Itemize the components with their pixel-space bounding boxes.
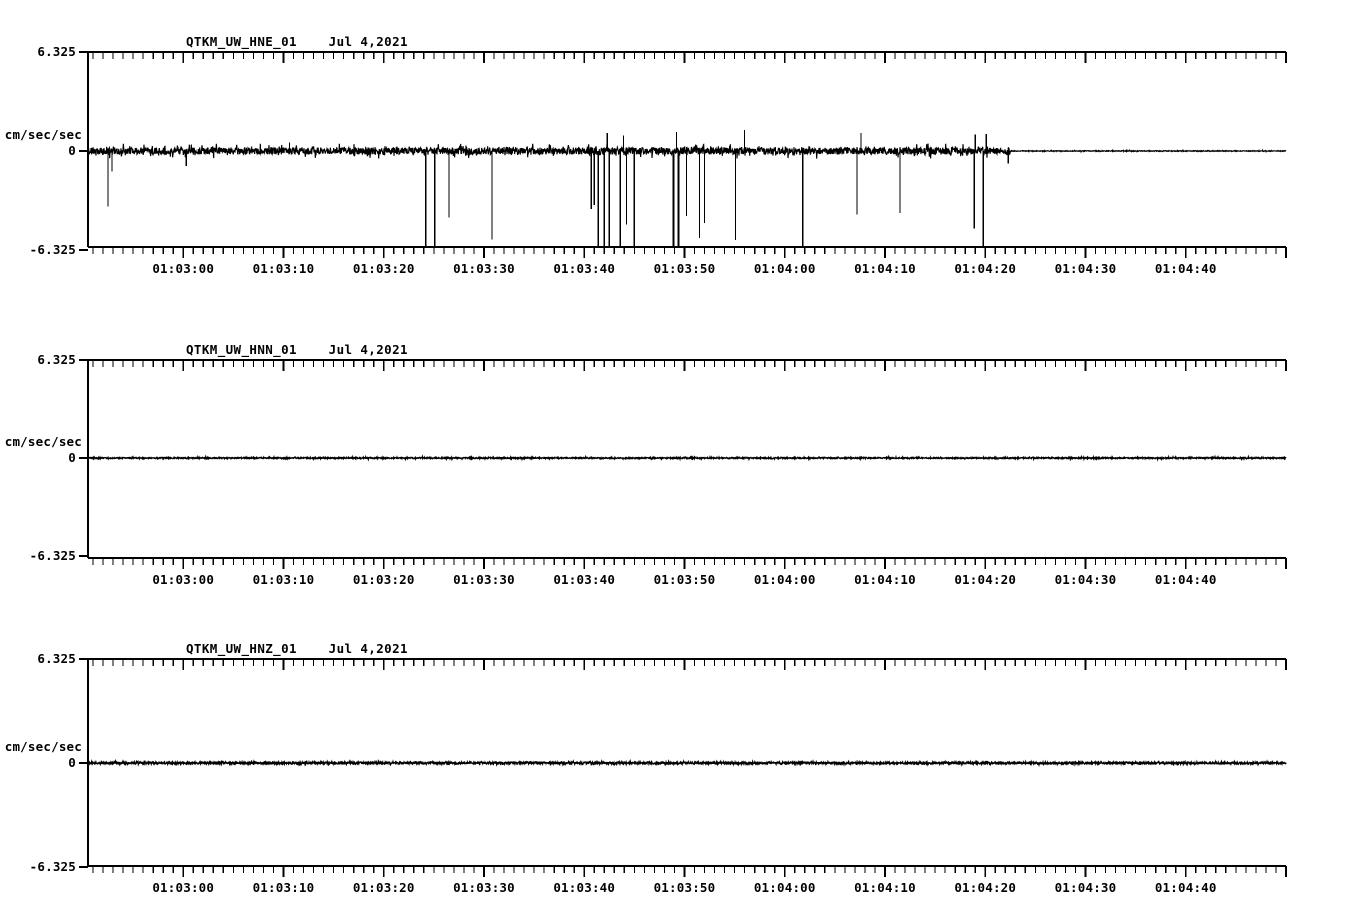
x-tick-label: 01:04:10 bbox=[854, 880, 916, 895]
y-tick-label: 0 bbox=[68, 143, 76, 158]
x-tick-label: 01:04:20 bbox=[954, 880, 1017, 895]
panel-title-hne: QTKM_UW_HNE_01 Jul 4,2021 bbox=[186, 34, 408, 49]
x-tick-label: 01:03:20 bbox=[352, 572, 415, 587]
y-axis-unit-label-hnz: cm/sec/sec bbox=[4, 739, 82, 754]
x-tick-label: 01:04:10 bbox=[854, 261, 916, 276]
x-tick-label: 01:03:00 bbox=[152, 572, 215, 587]
x-tick-label: 01:03:30 bbox=[453, 261, 515, 276]
x-tick-label: 01:03:10 bbox=[252, 261, 315, 276]
x-tick-label: 01:04:30 bbox=[1054, 572, 1117, 587]
x-tick-label: 01:03:00 bbox=[152, 261, 215, 276]
x-tick-label: 01:04:30 bbox=[1054, 261, 1117, 276]
x-tick-label: 01:03:40 bbox=[553, 261, 616, 276]
x-tick-label: 01:03:50 bbox=[653, 880, 716, 895]
y-axis-unit-label-hnn: cm/sec/sec bbox=[4, 434, 82, 449]
x-tick-label: 01:04:00 bbox=[753, 572, 816, 587]
x-tick-label: 01:04:00 bbox=[753, 880, 816, 895]
x-tick-label: 01:03:10 bbox=[252, 572, 315, 587]
x-tick-label: 01:04:20 bbox=[954, 572, 1017, 587]
y-tick-label: 6.325 bbox=[37, 651, 76, 666]
x-tick-label: 01:03:50 bbox=[653, 261, 716, 276]
y-axis-unit-label-hne: cm/sec/sec bbox=[4, 127, 82, 142]
x-tick-label: 01:04:20 bbox=[954, 261, 1017, 276]
x-tick-label: 01:04:40 bbox=[1154, 572, 1217, 587]
x-tick-label: 01:04:00 bbox=[753, 261, 816, 276]
y-tick-label: -6.325 bbox=[29, 548, 76, 563]
y-tick-label: 0 bbox=[68, 755, 76, 770]
x-tick-label: 01:04:40 bbox=[1154, 880, 1217, 895]
x-tick-label: 01:03:30 bbox=[453, 572, 515, 587]
x-tick-label: 01:03:30 bbox=[453, 880, 515, 895]
x-tick-label: 01:04:10 bbox=[854, 572, 916, 587]
x-tick-label: 01:04:40 bbox=[1154, 261, 1217, 276]
x-tick-label: 01:03:10 bbox=[252, 880, 315, 895]
x-tick-label: 01:03:20 bbox=[352, 261, 415, 276]
panel-title-hnn: QTKM_UW_HNN_01 Jul 4,2021 bbox=[186, 342, 408, 357]
y-tick-label: -6.325 bbox=[29, 859, 76, 874]
x-tick-label: 01:04:30 bbox=[1054, 880, 1117, 895]
x-tick-label: 01:03:00 bbox=[152, 880, 215, 895]
panel-title-hnz: QTKM_UW_HNZ_01 Jul 4,2021 bbox=[186, 641, 408, 656]
x-tick-label: 01:03:50 bbox=[653, 572, 716, 587]
x-tick-label: 01:03:40 bbox=[553, 880, 616, 895]
x-tick-label: 01:03:40 bbox=[553, 572, 616, 587]
y-tick-label: 6.325 bbox=[37, 352, 76, 367]
y-tick-label: 0 bbox=[68, 450, 76, 465]
x-tick-label: 01:03:20 bbox=[352, 880, 415, 895]
y-tick-label: 6.325 bbox=[37, 44, 76, 59]
y-tick-label: -6.325 bbox=[29, 242, 76, 257]
